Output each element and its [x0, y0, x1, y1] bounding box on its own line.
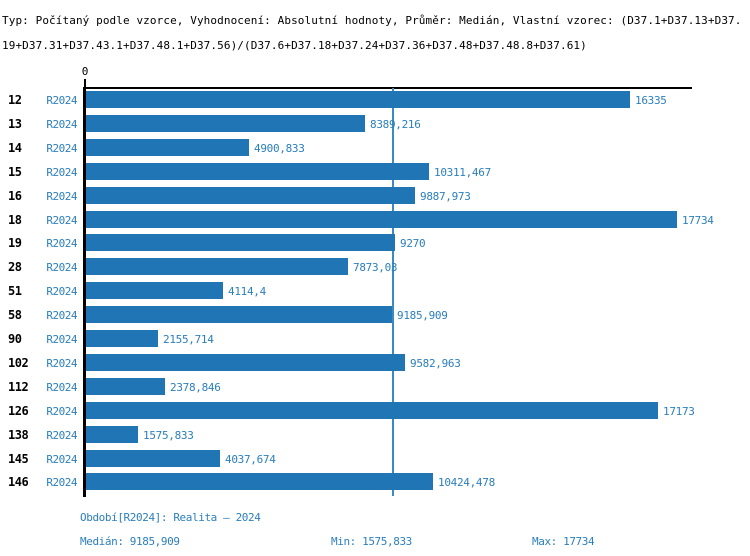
bar-value-label: 9582,963: [410, 357, 461, 370]
bar-value-label: 10311,467: [434, 166, 491, 179]
bar-90[interactable]: [86, 330, 158, 347]
row-number-label: 12: [8, 93, 22, 107]
median-line: [392, 88, 394, 496]
x-axis-zero-tick: [84, 79, 86, 87]
chart-row-146: 146 R2024 10424,478: [0, 473, 750, 491]
series-label: R2024: [46, 285, 77, 298]
bar-14[interactable]: [86, 139, 249, 156]
row-number-label: 18: [8, 213, 22, 227]
row-number-label: 51: [8, 284, 22, 298]
max-stat-label: Max: 17734: [532, 535, 595, 548]
chart-row-18: 18 R2024 17734: [0, 211, 750, 229]
series-label: R2024: [46, 118, 77, 131]
chart-row-138: 138 R2024 1575,833: [0, 426, 750, 444]
bar-145[interactable]: [86, 450, 220, 467]
chart-row-90: 90 R2024 2155,714: [0, 330, 750, 348]
series-label: R2024: [46, 214, 77, 227]
bar-value-label: 2378,846: [170, 381, 221, 394]
row-number-label: 90: [8, 332, 22, 346]
x-axis-zero-label: 0: [81, 65, 89, 78]
y-axis-line: [83, 87, 86, 497]
series-label: R2024: [46, 405, 77, 418]
series-label: R2024: [46, 166, 77, 179]
series-label: R2024: [46, 429, 77, 442]
row-number-label: 58: [8, 308, 22, 322]
bar-102[interactable]: [86, 354, 405, 371]
series-label: R2024: [46, 453, 77, 466]
bar-value-label: 2155,714: [163, 333, 214, 346]
bar-value-label: 17173: [663, 405, 695, 418]
bar-value-label: 8389,216: [370, 118, 421, 131]
chart-row-102: 102 R2024 9582,963: [0, 354, 750, 372]
row-number-label: 145: [8, 452, 29, 466]
bar-13[interactable]: [86, 115, 365, 132]
row-number-label: 112: [8, 380, 29, 394]
formula-line-1: Typ: Počítaný podle vzorce, Vyhodnocení:…: [2, 14, 742, 27]
bar-value-label: 4114,4: [228, 285, 266, 298]
chart-row-13: 13 R2024 8389,216: [0, 115, 750, 133]
x-axis-line: [83, 87, 692, 89]
bar-16[interactable]: [86, 187, 415, 204]
row-number-label: 16: [8, 189, 22, 203]
bar-58[interactable]: [86, 306, 392, 323]
chart-row-126: 126 R2024 17173: [0, 402, 750, 420]
chart-row-16: 16 R2024 9887,973: [0, 187, 750, 205]
bar-value-label: 7873,03: [353, 261, 398, 274]
bar-146[interactable]: [86, 473, 433, 490]
bar-value-label: 9270: [400, 237, 426, 250]
bar-value-label: 16335: [635, 94, 667, 107]
row-number-label: 14: [8, 141, 22, 155]
bar-value-label: 4900,833: [254, 142, 305, 155]
series-label: R2024: [46, 190, 77, 203]
bar-value-label: 9185,909: [397, 309, 448, 322]
series-label: R2024: [46, 237, 77, 250]
bar-51[interactable]: [86, 282, 223, 299]
chart-row-12: 12 R2024 16335: [0, 91, 750, 109]
bar-112[interactable]: [86, 378, 165, 395]
bar-18[interactable]: [86, 211, 677, 228]
bar-value-label: 10424,478: [438, 476, 495, 489]
series-label: R2024: [46, 333, 77, 346]
series-label: R2024: [46, 357, 77, 370]
series-label: R2024: [46, 94, 77, 107]
row-number-label: 138: [8, 428, 29, 442]
bar-value-label: 9887,973: [420, 190, 471, 203]
min-stat-label: Min: 1575,833: [331, 535, 412, 548]
bar-126[interactable]: [86, 402, 658, 419]
chart-row-58: 58 R2024 9185,909: [0, 306, 750, 324]
bar-value-label: 1575,833: [143, 429, 194, 442]
series-label: R2024: [46, 476, 77, 489]
bar-value-label: 4037,674: [225, 453, 276, 466]
bar-15[interactable]: [86, 163, 429, 180]
series-label: R2024: [46, 381, 77, 394]
row-number-label: 102: [8, 356, 29, 370]
formula-line-2: 19+D37.31+D37.43.1+D37.48.1+D37.56)/(D37…: [2, 39, 587, 52]
row-number-label: 13: [8, 117, 22, 131]
bar-19[interactable]: [86, 234, 395, 251]
chart-row-51: 51 R2024 4114,4: [0, 282, 750, 300]
chart-row-28: 28 R2024 7873,03: [0, 258, 750, 276]
row-number-label: 146: [8, 475, 29, 489]
row-number-label: 28: [8, 260, 22, 274]
bar-28[interactable]: [86, 258, 348, 275]
chart-row-19: 19 R2024 9270: [0, 234, 750, 252]
chart-row-15: 15 R2024 10311,467: [0, 163, 750, 181]
series-label: R2024: [46, 309, 77, 322]
row-number-label: 19: [8, 236, 22, 250]
row-number-label: 126: [8, 404, 29, 418]
bar-12[interactable]: [86, 91, 630, 108]
chart-row-112: 112 R2024 2378,846: [0, 378, 750, 396]
series-label: R2024: [46, 142, 77, 155]
row-number-label: 15: [8, 165, 22, 179]
series-label: R2024: [46, 261, 77, 274]
chart-row-145: 145 R2024 4037,674: [0, 450, 750, 468]
bar-value-label: 17734: [682, 214, 714, 227]
bar-138[interactable]: [86, 426, 138, 443]
period-label: Období[R2024]: Realita – 2024: [80, 511, 261, 524]
chart-row-14: 14 R2024 4900,833: [0, 139, 750, 157]
median-stat-label: Medián: 9185,909: [80, 535, 180, 548]
